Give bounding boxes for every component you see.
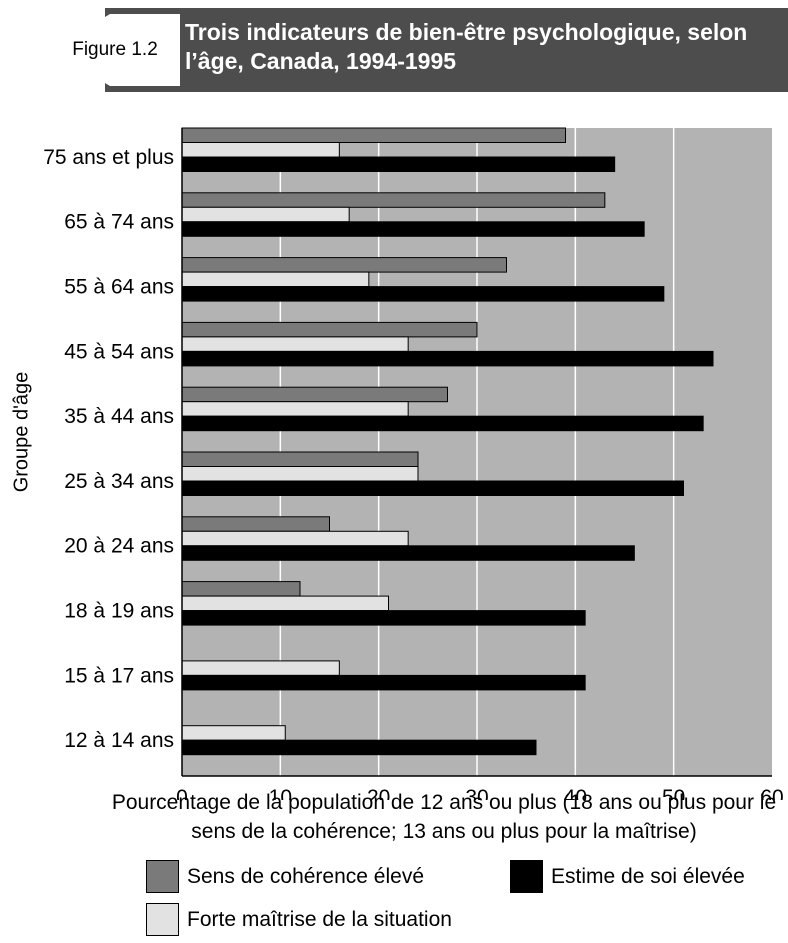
bar-1-4 — [181, 321, 478, 338]
figure-header: Figure 1.2 Trois indicateurs de bien-êtr… — [0, 0, 788, 100]
bar-1-1 — [181, 127, 566, 143]
bar-3-6 — [181, 480, 684, 496]
bar-2-1 — [181, 142, 340, 158]
bar-3-9 — [181, 674, 586, 691]
bar-2-10 — [181, 725, 286, 741]
bar-2-3 — [181, 271, 370, 288]
bars — [181, 127, 714, 756]
category-label: 35 à 44 ans — [64, 405, 174, 428]
legend-label-estime: Estime de soi élevée — [551, 864, 745, 888]
bar-3-7 — [181, 545, 635, 561]
legend-item-estime: Estime de soi élevée — [510, 860, 745, 893]
bar-3-4 — [181, 350, 714, 367]
category-label: 12 à 14 ans — [64, 729, 174, 752]
header-banner — [50, 8, 788, 92]
x-tick-label: 30 — [465, 786, 488, 800]
legend-swatch-maitrise — [146, 903, 179, 936]
x-tick-label: 0 — [176, 786, 188, 800]
legend-item-coherence: Sens de cohérence élevé — [146, 860, 424, 893]
bar-3-8 — [181, 610, 586, 626]
category-label: 15 à 17 ans — [64, 664, 174, 687]
bar-3-2 — [181, 221, 645, 237]
category-labels: 75 ans et plus 65 à 74 ans 55 à 64 ans 45 à… — [43, 146, 174, 752]
figure-label-arrow — [50, 14, 180, 86]
bar-1-6 — [181, 451, 419, 467]
bar-2-5 — [181, 401, 409, 417]
legend-swatch-coherence — [146, 860, 179, 893]
title-banner-bg — [105, 8, 788, 92]
category-label: 20 à 24 ans — [64, 535, 174, 558]
category-label: 45 à 54 ans — [64, 340, 174, 363]
x-tick-labels: 0 10 20 30 40 50 60 — [176, 786, 784, 800]
bar-1-5 — [181, 386, 448, 403]
bar-3-3 — [181, 286, 665, 302]
bar-1-3 — [181, 257, 507, 273]
y-axis-label: Groupe d'âge — [10, 371, 33, 493]
category-label: 25 à 34 ans — [64, 470, 174, 493]
bar-3-10 — [181, 739, 537, 756]
bar-2-6 — [181, 466, 419, 482]
bar-1-2 — [181, 192, 606, 208]
bar-2-2 — [181, 206, 350, 223]
x-tick-label: 50 — [662, 786, 685, 800]
x-tick-label: 40 — [564, 786, 587, 800]
bar-3-1 — [181, 156, 616, 172]
bar-1-7 — [181, 516, 330, 532]
figure-label: Figure 1.2 — [72, 39, 158, 60]
bar-2-9 — [181, 660, 340, 676]
x-tick-label: 10 — [269, 786, 292, 800]
bar-2-4 — [181, 336, 409, 352]
category-label: 18 à 19 ans — [64, 600, 174, 623]
legend-swatch-estime — [510, 860, 543, 893]
legend-label-coherence: Sens de cohérence élevé — [187, 864, 424, 888]
bar-2-8 — [181, 595, 389, 612]
x-tick-label: 20 — [367, 786, 390, 800]
figure-title: Trois indicateurs de bien-être psycholog… — [185, 19, 748, 74]
category-label: 55 à 64 ans — [64, 276, 174, 299]
category-label: 75 ans et plus — [43, 146, 174, 169]
bar-1-8 — [181, 581, 301, 597]
x-tick-label: 60 — [760, 786, 783, 800]
bar-3-5 — [181, 415, 704, 432]
bar-chart: 75 ans et plus 65 à 74 ans 55 à 64 ans 45 à… — [43, 127, 784, 800]
x-axis-label: Pourcentage de la population de 12 ans o… — [111, 791, 777, 843]
legend-label-maitrise: Forte maîtrise de la situation — [187, 907, 452, 931]
bar-2-7 — [181, 530, 409, 547]
category-label: 65 à 74 ans — [64, 211, 174, 234]
legend-item-maitrise: Forte maîtrise de la situation — [146, 903, 452, 936]
